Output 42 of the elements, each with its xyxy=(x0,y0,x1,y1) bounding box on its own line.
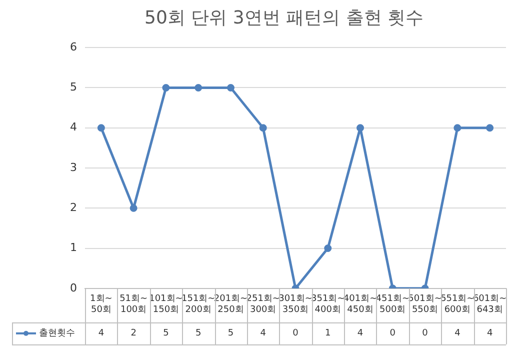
data-label: 2 xyxy=(130,328,136,339)
data-label: 4 xyxy=(486,328,493,339)
x-tick-label: 351회~400회 xyxy=(311,294,345,315)
data-label: 0 xyxy=(292,328,299,339)
point xyxy=(356,124,364,132)
point xyxy=(486,124,494,132)
y-tick-label: 1 xyxy=(70,241,77,254)
point xyxy=(97,124,105,132)
point xyxy=(454,124,462,132)
point xyxy=(226,84,234,92)
legend-label: 출현횟수 xyxy=(39,328,75,339)
x-tick-label: 401회~450회 xyxy=(343,294,378,315)
x-tick-label: 451회~500회 xyxy=(376,294,410,315)
data-label: 4 xyxy=(260,328,266,339)
data-label: 4 xyxy=(357,328,364,339)
y-tick-label: 2 xyxy=(70,200,77,214)
x-tick-label: 251회~300회 xyxy=(246,294,280,315)
y-tick-label: 6 xyxy=(70,40,77,54)
x-tick-label: 51회~100회 xyxy=(120,294,148,315)
point xyxy=(130,204,138,212)
x-tick-label: 301회~350회 xyxy=(278,294,312,315)
y-tick-label: 0 xyxy=(70,281,77,294)
point xyxy=(259,124,267,132)
x-tick-label: 101회~150회 xyxy=(149,294,183,315)
x-tick-label: 1회~50회 xyxy=(90,294,112,315)
y-tick-label: 4 xyxy=(70,120,77,134)
data-label: 5 xyxy=(163,328,169,339)
data-label: 5 xyxy=(195,328,202,339)
point xyxy=(162,84,170,92)
data-label: 0 xyxy=(422,328,428,339)
x-tick-label: 551회~600회 xyxy=(440,294,474,315)
data-label: 4 xyxy=(454,328,461,339)
data-label: 0 xyxy=(390,328,396,339)
y-tick-label: 5 xyxy=(70,80,77,94)
y-tick-label: 3 xyxy=(70,160,77,174)
chart-title: 50회 단위 3연번 패턴의 출현 횟수 xyxy=(144,7,424,28)
x-tick-label: 201회~250회 xyxy=(214,294,248,315)
data-label: 1 xyxy=(325,328,331,339)
point xyxy=(194,84,202,92)
data-label: 4 xyxy=(98,328,104,339)
x-tick-label: 151회~200회 xyxy=(181,294,216,315)
data-label: 5 xyxy=(228,328,234,339)
